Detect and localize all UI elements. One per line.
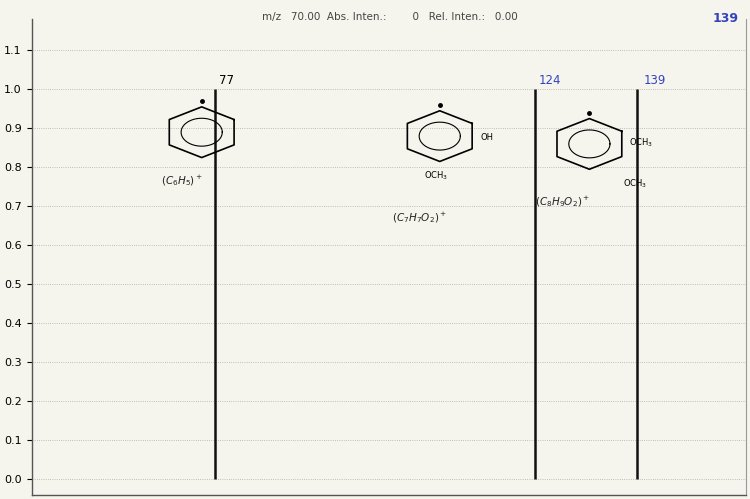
Text: 139: 139	[712, 12, 739, 25]
Text: $(C_6H_5)^+$: $(C_6H_5)^+$	[160, 173, 202, 188]
Text: OCH$_3$: OCH$_3$	[424, 169, 448, 182]
Text: $(C_7H_7O_2)^+$: $(C_7H_7O_2)^+$	[392, 210, 447, 225]
Text: $(C_8H_9O_2)^+$: $(C_8H_9O_2)^+$	[535, 195, 590, 209]
Text: 124: 124	[538, 74, 561, 87]
Text: m/z   70.00  Abs. Inten.:        0   Rel. Inten.:   0.00: m/z 70.00 Abs. Inten.: 0 Rel. Inten.: 0.…	[262, 12, 518, 22]
Text: OH: OH	[481, 133, 494, 142]
Text: 139: 139	[644, 74, 666, 87]
Text: OCH$_3$: OCH$_3$	[628, 137, 653, 149]
Text: OCH$_3$: OCH$_3$	[623, 177, 647, 190]
Text: 77: 77	[219, 74, 234, 87]
